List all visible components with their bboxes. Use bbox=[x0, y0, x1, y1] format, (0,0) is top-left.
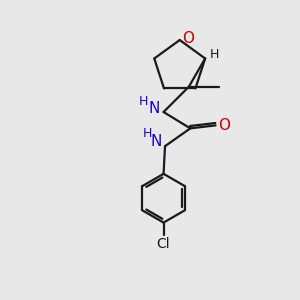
Text: O: O bbox=[218, 118, 230, 133]
Text: H: H bbox=[139, 95, 148, 108]
Text: H: H bbox=[142, 127, 152, 140]
Text: N: N bbox=[150, 134, 162, 149]
Text: N: N bbox=[148, 101, 160, 116]
Text: O: O bbox=[182, 31, 194, 46]
Text: H: H bbox=[210, 48, 219, 61]
Text: Cl: Cl bbox=[157, 237, 170, 251]
